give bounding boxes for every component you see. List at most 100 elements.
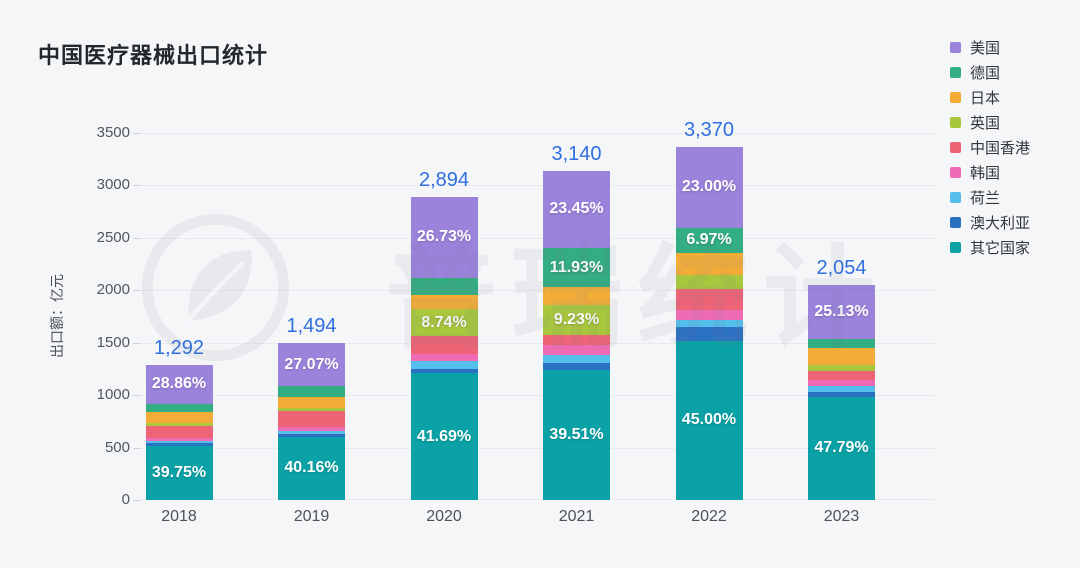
bar-2022-segment-japan <box>675 252 743 276</box>
bar-2021-segment-hong-kong <box>543 334 610 346</box>
y-tickmark-1500 <box>133 342 140 344</box>
total-label-2021: 3,140 <box>551 142 602 165</box>
bar-2022-segment-usa: 23.00% <box>675 146 743 228</box>
pct-label-other-countries-2020: 41.69% <box>416 427 472 445</box>
y-tickmark-3500 <box>133 133 140 134</box>
bar-2022-segment-other-countries: 45.00% <box>675 340 743 500</box>
legend-label-south-korea: 韩国 <box>970 164 1001 182</box>
legend-swatch-uk <box>950 116 961 128</box>
bar-2019-segment-uk <box>278 407 345 412</box>
legend-label-japan: 日本 <box>970 89 1001 107</box>
legend-label-germany: 德国 <box>970 64 1001 82</box>
bar-2022-segment-hong-kong <box>675 288 743 311</box>
bar-2020-segment-japan <box>410 295 478 310</box>
pct-label-germany-2022: 6.97% <box>686 231 732 249</box>
y-tickmark-1000 <box>133 395 140 397</box>
bar-2020: 26.73% 8.74% 41.69% <box>410 196 478 501</box>
y-tick-1000: 1000 <box>96 386 130 404</box>
bar-2022-segment-uk <box>675 275 743 289</box>
bar-2019-segment-other-countries: 40.16% <box>278 437 345 500</box>
bar-2020-segment-other-countries: 41.69% <box>410 373 478 500</box>
bar-2019-segment-usa: 27.07% <box>278 343 345 386</box>
legend-swatch-south-korea <box>950 166 961 178</box>
y-tick-500: 500 <box>104 438 130 456</box>
bar-2020-segment-germany <box>410 277 478 296</box>
legend-swatch-netherlands <box>950 191 961 203</box>
pct-label-usa-2021: 23.45% <box>549 200 604 218</box>
bar-2021-segment-germany: 11.93% <box>543 247 610 288</box>
gridline-1500 <box>140 342 935 344</box>
bar-2021-segment-south-korea <box>543 345 610 356</box>
y-tick-2500: 2500 <box>96 228 130 246</box>
bar-2022-segment-south-korea <box>675 310 743 320</box>
bar-2021-segment-other-countries: 39.51% <box>543 369 610 500</box>
x-tick-2022: 2022 <box>691 508 727 525</box>
bar-2021-segment-usa: 23.45% <box>543 170 610 248</box>
pct-label-germany-2021: 11.93% <box>549 258 604 276</box>
legend-swatch-other-countries <box>950 241 961 253</box>
bar-2023-segment-hong-kong <box>808 370 875 381</box>
bar-2018-segment-other-countries: 39.75% <box>145 446 213 500</box>
x-tick-2018: 2018 <box>161 508 197 525</box>
gridline-500 <box>140 447 935 449</box>
bar-2018-segment-australia <box>145 443 213 447</box>
bar-2020-segment-usa: 26.73% <box>410 196 478 278</box>
pct-label-uk-2021: 9.23% <box>553 310 600 328</box>
legend-swatch-australia <box>950 216 961 228</box>
bar-2018-segment-south-korea <box>145 437 213 441</box>
total-label-2023: 2,054 <box>816 256 867 279</box>
gridline-2500 <box>140 237 935 239</box>
legend: 美国 德国 日本 英国 中国香港 韩国 荷兰 澳大利亚 其它国家 <box>950 38 1030 263</box>
total-label-2020: 2,894 <box>418 168 470 191</box>
pct-label-other-countries-2023: 47.79% <box>814 439 869 457</box>
legend-label-netherlands: 荷兰 <box>970 189 1001 207</box>
x-tick-2019: 2019 <box>293 508 330 525</box>
bar-2019-segment-netherlands <box>278 431 345 434</box>
y-tick-3000: 3000 <box>96 176 130 194</box>
x-tick-2020: 2020 <box>426 508 462 525</box>
bar-2021-segment-japan <box>543 287 610 305</box>
legend-swatch-germany <box>950 66 961 78</box>
legend-swatch-hong-kong <box>950 141 961 153</box>
bar-2018-segment-japan <box>145 411 213 423</box>
pct-label-other-countries-2022: 45.00% <box>681 411 737 429</box>
total-label-2022: 3,370 <box>683 118 735 141</box>
legend-label-usa: 美国 <box>970 39 1001 57</box>
bar-2022-segment-germany: 6.97% <box>675 227 743 253</box>
x-tick-2023: 2023 <box>823 508 860 525</box>
legend-label-uk: 英国 <box>970 114 1001 132</box>
bar-2021-segment-australia <box>543 363 610 370</box>
bar-2019-segment-south-korea <box>278 427 345 432</box>
bar-2022: 23.00% 6.97% 45.00% <box>675 146 743 500</box>
pct-label-other-countries-2018: 39.75% <box>151 463 207 481</box>
legend-item-other-countries: 其它国家 <box>950 238 1030 257</box>
pct-label-other-countries-2021: 39.51% <box>549 425 604 443</box>
legend-item-usa: 美国 <box>950 38 1030 57</box>
gridline-3500 <box>140 133 935 134</box>
pct-label-usa-2020: 26.73% <box>416 228 472 246</box>
x-tick-2021: 2021 <box>558 508 595 525</box>
bar-2020-segment-australia <box>410 368 478 374</box>
total-label-2018: 1,292 <box>153 336 205 359</box>
bar-2023-segment-other-countries: 47.79% <box>808 397 875 500</box>
y-tick-2000: 2000 <box>96 281 130 299</box>
bar-2018-segment-usa: 28.86% <box>145 364 213 404</box>
y-tick-1500: 1500 <box>96 333 130 351</box>
bar-2023-segment-south-korea <box>808 380 875 386</box>
pct-label-usa-2019: 27.07% <box>284 355 339 373</box>
legend-swatch-japan <box>950 91 961 103</box>
bar-2019-segment-germany <box>278 385 345 397</box>
bar-2023-segment-germany <box>808 338 875 348</box>
y-tickmark-2500 <box>133 237 140 239</box>
bar-2018-segment-hong-kong <box>145 426 213 438</box>
bar-2023-segment-japan <box>808 347 875 366</box>
bar-2020-segment-uk: 8.74% <box>410 309 478 336</box>
bar-2022-segment-australia <box>675 327 743 341</box>
bar-2023-segment-australia <box>808 391 875 397</box>
bar-2021: 23.45% 11.93% 9.23% 39.51% <box>543 170 610 500</box>
bar-2018-segment-uk <box>145 422 213 427</box>
gridline-2000 <box>140 290 935 292</box>
legend-label-australia: 澳大利亚 <box>970 214 1031 232</box>
legend-swatch-usa <box>950 41 961 53</box>
bar-2023: 25.13% 47.79% <box>808 284 875 500</box>
